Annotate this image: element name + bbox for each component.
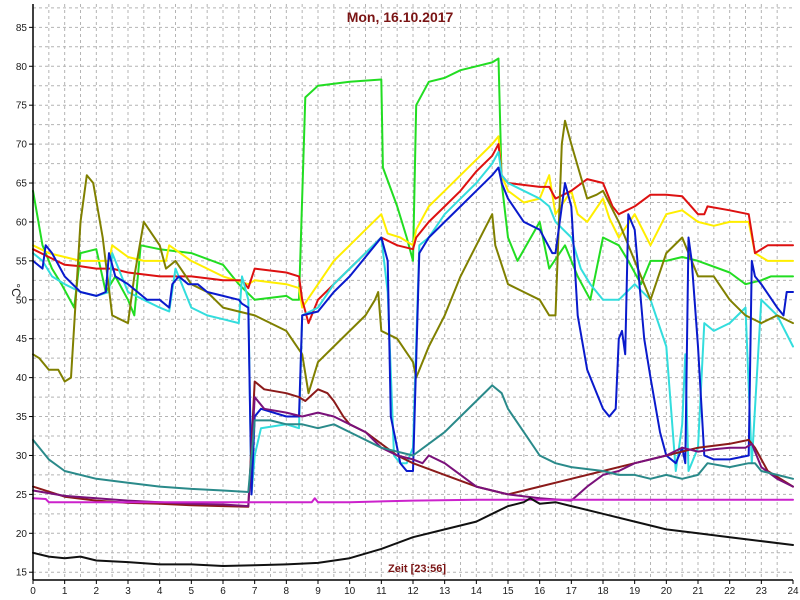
y-tick-label: 30 (16, 451, 28, 462)
x-tick-label: 1 (62, 586, 68, 597)
x-tick-label: 6 (220, 586, 226, 597)
y-axis-label: °C (9, 283, 23, 297)
x-tick-label: 5 (189, 586, 195, 597)
y-tick-labels: 15 20 25 30 35 40 45 50 55 60 65 70 75 80 85 (16, 23, 33, 579)
x-tick-label: 20 (661, 586, 673, 597)
x-tick-label: 10 (344, 586, 356, 597)
time-annotation: Zeit [23:56] (388, 563, 446, 575)
x-tick-label: 7 (252, 586, 258, 597)
x-tick-label: 2 (94, 586, 100, 597)
x-tick-label: 16 (534, 586, 546, 597)
x-tick-label: 3 (125, 586, 131, 597)
series-line-3 (32, 143, 794, 325)
grid-lines (33, 4, 793, 580)
y-tick-label: 75 (16, 101, 28, 112)
x-tick-label: 24 (787, 586, 799, 597)
y-tick-label: 85 (16, 23, 28, 34)
y-tick-label: 25 (16, 490, 28, 501)
series-line-8 (32, 396, 794, 508)
y-tick-label: 20 (16, 529, 28, 540)
x-tick-label: 22 (724, 586, 736, 597)
x-tick-label: 0 (30, 586, 36, 597)
x-tick-label: 4 (157, 586, 163, 597)
series-line-2 (32, 135, 794, 309)
x-tick-label: 21 (692, 586, 704, 597)
x-tick-label: 19 (629, 586, 641, 597)
x-tick-labels: 0 1 2 3 4 5 6 7 8 9 10 11 12 13 14 15 16 17 18 19 20 21 22 23 24 (30, 580, 799, 597)
series-line-11 (32, 497, 794, 567)
x-tick-label: 18 (597, 586, 609, 597)
chart-title: Mon, 16.10.2017 (347, 9, 454, 25)
series-line-10 (32, 497, 794, 504)
x-tick-label: 17 (566, 586, 578, 597)
x-tick-label: 12 (407, 586, 419, 597)
y-tick-label: 55 (16, 256, 28, 267)
y-tick-label: 45 (16, 334, 28, 345)
series-line-9 (32, 384, 794, 493)
x-tick-label: 15 (502, 586, 514, 597)
x-tick-label: 14 (471, 586, 483, 597)
x-tick-label: 13 (439, 586, 451, 597)
series-layer (32, 57, 794, 567)
x-tick-label: 9 (315, 586, 321, 597)
y-tick-label: 15 (16, 568, 28, 579)
y-tick-label: 80 (16, 62, 28, 73)
x-tick-label: 8 (284, 586, 290, 597)
y-tick-label: 50 (16, 295, 28, 306)
y-tick-label: 40 (16, 373, 28, 384)
y-tick-label: 65 (16, 179, 28, 190)
y-tick-label: 60 (16, 217, 28, 228)
y-tick-label: 35 (16, 412, 28, 423)
x-tick-label: 11 (376, 586, 387, 597)
x-tick-label: 23 (756, 586, 768, 597)
y-tick-label: 70 (16, 140, 28, 151)
series-line-6 (32, 166, 794, 496)
